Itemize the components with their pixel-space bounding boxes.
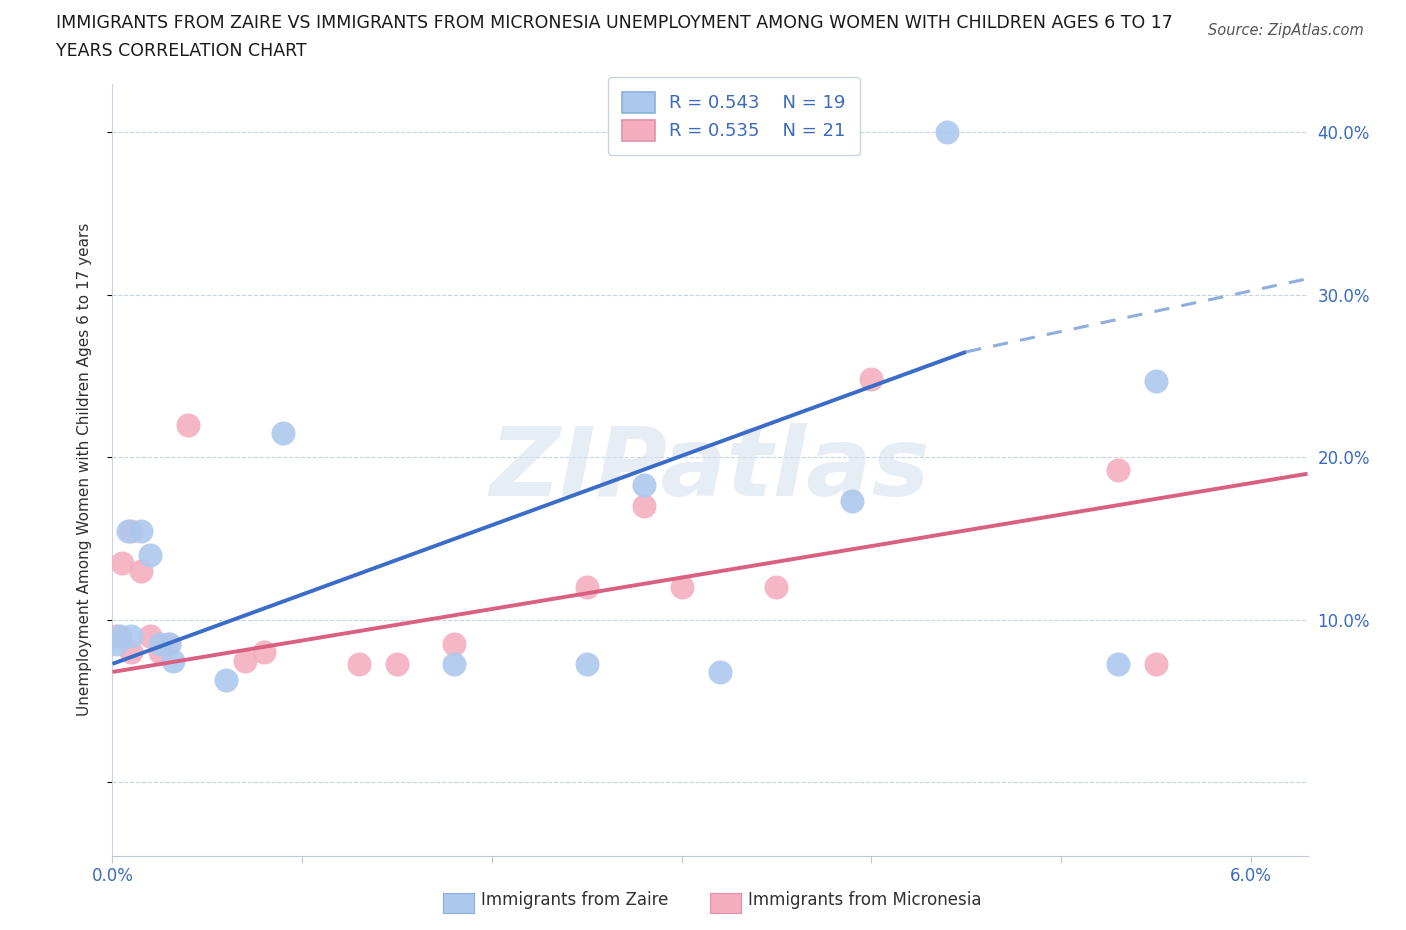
Point: [129, 524, 152, 538]
Point: [633, 478, 655, 493]
Point: [575, 580, 598, 595]
Point: [162, 653, 184, 668]
Point: [860, 372, 883, 387]
Text: Source: ZipAtlas.com: Source: ZipAtlas.com: [1208, 23, 1364, 38]
Point: [120, 524, 142, 538]
Point: [157, 637, 180, 652]
Point: [385, 657, 408, 671]
Point: [117, 524, 139, 538]
Point: [1144, 374, 1167, 389]
Point: [177, 418, 200, 432]
Legend: R = 0.543    N = 19, R = 0.535    N = 21: R = 0.543 N = 19, R = 0.535 N = 21: [607, 77, 860, 155]
Point: [129, 564, 152, 578]
Point: [253, 645, 276, 660]
Point: [108, 629, 131, 644]
Point: [105, 637, 128, 652]
Point: [215, 672, 238, 687]
Point: [633, 498, 655, 513]
Point: [443, 657, 465, 671]
Text: Immigrants from Zaire: Immigrants from Zaire: [481, 891, 668, 910]
Y-axis label: Unemployment Among Women with Children Ages 6 to 17 years: Unemployment Among Women with Children A…: [77, 223, 91, 716]
Text: Immigrants from Micronesia: Immigrants from Micronesia: [748, 891, 981, 910]
Point: [149, 645, 172, 660]
Point: [671, 580, 693, 595]
Point: [157, 637, 180, 652]
Point: [443, 637, 465, 652]
Point: [575, 657, 598, 671]
Point: [111, 555, 134, 570]
Text: ZIPatlas: ZIPatlas: [489, 423, 931, 516]
Point: [139, 548, 162, 563]
Point: [1107, 657, 1129, 671]
Point: [709, 665, 731, 680]
Point: [139, 629, 162, 644]
Point: [347, 657, 370, 671]
Point: [1144, 657, 1167, 671]
Point: [841, 494, 863, 509]
Text: YEARS CORRELATION CHART: YEARS CORRELATION CHART: [56, 42, 307, 60]
Point: [105, 629, 128, 644]
Point: [149, 637, 172, 652]
Point: [233, 653, 256, 668]
Text: IMMIGRANTS FROM ZAIRE VS IMMIGRANTS FROM MICRONESIA UNEMPLOYMENT AMONG WOMEN WIT: IMMIGRANTS FROM ZAIRE VS IMMIGRANTS FROM…: [56, 14, 1173, 32]
Point: [120, 629, 142, 644]
Point: [765, 580, 787, 595]
Point: [271, 426, 294, 441]
Point: [936, 125, 959, 140]
Point: [120, 645, 142, 660]
Point: [1107, 463, 1129, 478]
